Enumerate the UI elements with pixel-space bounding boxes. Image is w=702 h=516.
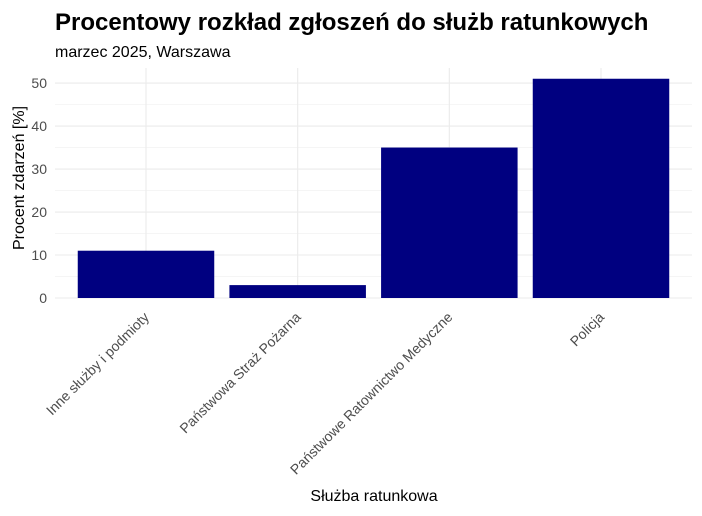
bar (532, 78, 670, 298)
chart-title: Procentowy rozkład zgłoszeń do służb rat… (55, 9, 648, 36)
bar (381, 147, 518, 298)
y-tick-label: 40 (31, 118, 47, 134)
y-tick-label: 20 (31, 204, 47, 220)
x-axis-ticks: Inne służby i podmioty Państwowa Straż Po… (43, 309, 607, 478)
chart-subtitle: marzec 2025, Warszawa (55, 44, 231, 61)
x-tick-label: Policja (567, 309, 608, 350)
y-axis-ticks: 0 10 20 30 40 50 (31, 75, 47, 306)
y-tick-label: 10 (31, 247, 47, 263)
x-tick-label: Inne służby i podmioty (43, 309, 152, 418)
bar (77, 250, 215, 298)
x-tick-label: Państwowa Straż Pożarna (176, 309, 304, 437)
y-axis-title: Procent zdarzeń [%] (11, 106, 28, 250)
bars (77, 78, 670, 298)
y-tick-label: 0 (39, 290, 47, 306)
y-tick-label: 50 (31, 75, 47, 91)
y-tick-label: 30 (31, 161, 47, 177)
x-axis-title: Służba ratunkowa (310, 488, 437, 505)
bar (229, 285, 366, 298)
x-tick-label: Państwowe Ratownictwo Medyczne (287, 309, 456, 478)
